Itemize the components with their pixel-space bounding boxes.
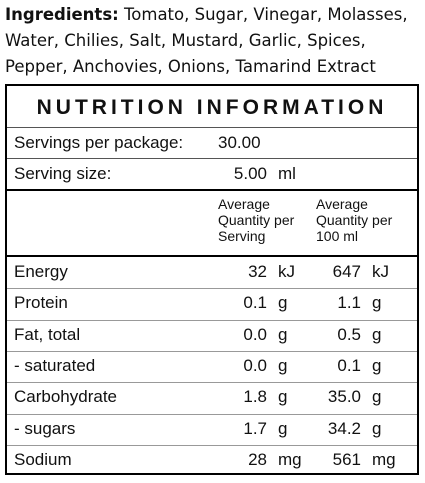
per-100-unit: g	[372, 355, 382, 375]
nutrient-name: - sugars	[14, 418, 76, 438]
per-100-unit: g	[372, 418, 382, 438]
per-100-value: 647	[332, 262, 361, 281]
divider	[7, 288, 417, 290]
per-100-unit: g	[372, 324, 382, 344]
per-serving-unit: g	[278, 418, 288, 438]
serving-size-label: Serving size:	[14, 164, 112, 183]
nutrient-name: Sodium	[14, 449, 72, 469]
per-serving-unit: g	[278, 355, 288, 375]
per-serving-unit: g	[278, 324, 288, 344]
per-serving-value: 0.0	[243, 355, 267, 375]
per-100-value: 0.5	[337, 324, 361, 344]
servings-label: Servings per package:	[14, 133, 184, 152]
serving-size-value: 5.00	[233, 164, 267, 183]
per-serving-value: 28	[248, 449, 267, 469]
per-100-value: 34.2	[327, 418, 361, 438]
nutrient-name: Fat, total	[14, 324, 81, 344]
per-serving-unit: mg	[278, 449, 302, 469]
per-serving-value: 0.1	[243, 293, 267, 313]
divider	[7, 255, 417, 257]
per-100-unit: g	[372, 293, 382, 313]
panel-title: NUTRITION INFORMATION	[36, 96, 388, 119]
per-serving-value: 1.8	[243, 387, 267, 407]
per-serving-unit: g	[278, 293, 288, 313]
nutrition-panel: NUTRITION INFORMATION Servings per packa…	[5, 84, 419, 475]
column-header: Average Quantity per 100 ml	[316, 196, 393, 244]
per-serving-value: 32	[248, 262, 267, 281]
column-header: Average Quantity per Serving	[218, 196, 295, 244]
divider	[7, 413, 417, 415]
per-100-unit: mg	[372, 449, 396, 469]
ingredients-label: Ingredients:	[5, 5, 119, 24]
per-100-value: 35.0	[327, 387, 361, 407]
divider	[7, 127, 417, 128]
per-100-unit: g	[372, 387, 382, 407]
nutrient-name: Energy	[14, 262, 68, 281]
serving-size-unit: ml	[278, 164, 296, 183]
nutrient-name: Protein	[14, 293, 68, 313]
nutrient-name: Carbohydrate	[14, 387, 118, 407]
per-100-value: 561	[332, 449, 361, 469]
per-100-unit: kJ	[372, 262, 389, 281]
divider	[7, 319, 417, 321]
per-serving-unit: kJ	[278, 262, 295, 281]
nutrient-name: - saturated	[14, 355, 96, 375]
per-serving-value: 0.0	[243, 324, 267, 344]
divider	[7, 444, 417, 446]
divider	[7, 382, 417, 384]
ingredients-text: Tomato, Sugar, Vinegar, Molasses, Water,…	[5, 5, 408, 76]
divider	[7, 189, 417, 191]
divider	[7, 158, 417, 159]
servings-value: 30.00	[218, 133, 261, 152]
per-serving-value: 1.7	[243, 418, 267, 438]
per-100-value: 1.1	[337, 293, 361, 313]
per-serving-unit: g	[278, 387, 288, 407]
per-100-value: 0.1	[337, 355, 361, 375]
divider	[7, 350, 417, 352]
ingredients: Ingredients: Tomato, Sugar, Vinegar, Mol…	[5, 2, 420, 80]
